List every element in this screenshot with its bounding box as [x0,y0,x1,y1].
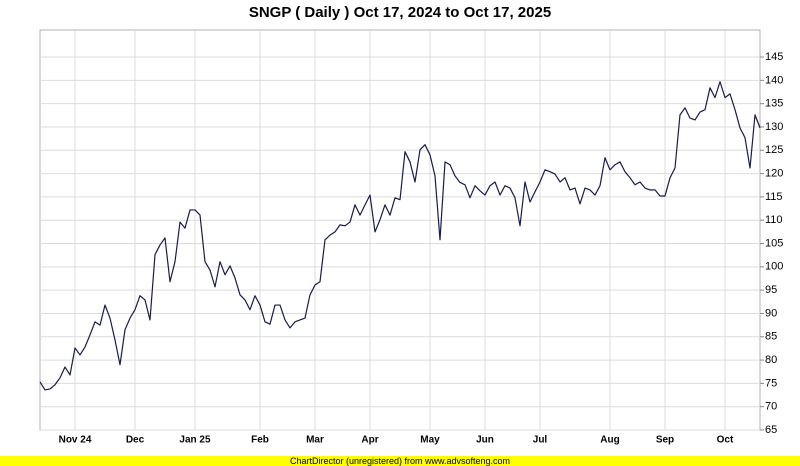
x-tick-label: Sep [656,435,674,446]
y-tick-label: 75 [765,377,777,389]
y-tick-label: 65 [765,424,777,436]
plot-area [39,29,761,431]
x-tick-label: Apr [361,435,378,446]
y-tick-label: 90 [765,307,777,319]
marks [39,81,761,391]
footer-text: ChartDirector (unregistered) from www.ad… [290,456,510,466]
x-tick-label: Oct [717,435,734,446]
y-tick-label: 125 [765,144,783,156]
x-tick-label: Aug [600,435,619,446]
y-tick-label: 105 [765,237,783,249]
y-tick-label: 80 [765,354,777,366]
y-tick-label: 130 [765,121,783,133]
y-tick-label: 110 [765,214,783,226]
chart-title: SNGP ( Daily ) Oct 17, 2024 to Oct 17, 2… [249,4,551,21]
price-line [39,81,761,391]
y-tick-label: 135 [765,98,783,110]
y-tick-label: 140 [765,74,783,86]
y-tick-label: 120 [765,167,783,179]
x-tick-label: Dec [126,435,145,446]
x-tick-label: Feb [251,435,269,446]
x-tick-label: Nov 24 [59,435,92,446]
y-tick-label: 70 [765,401,777,413]
y-tick-label: 95 [765,284,777,296]
x-tick-label: Jul [533,435,548,446]
x-tick-label: Mar [306,435,324,446]
x-tick-label: Jan 25 [179,435,211,446]
grid: 65 70 75 80 85 90 95 100 105 110 115 120 125 130 135 14… [40,30,783,446]
y-tick-label: 145 [765,51,783,63]
y-tick-label: 85 [765,331,777,343]
y-tick-label: 115 [765,191,783,203]
x-tick-label: May [420,435,440,446]
footer-bar [0,456,800,466]
y-tick-label: 100 [765,261,783,273]
x-tick-label: Jun [476,435,494,446]
